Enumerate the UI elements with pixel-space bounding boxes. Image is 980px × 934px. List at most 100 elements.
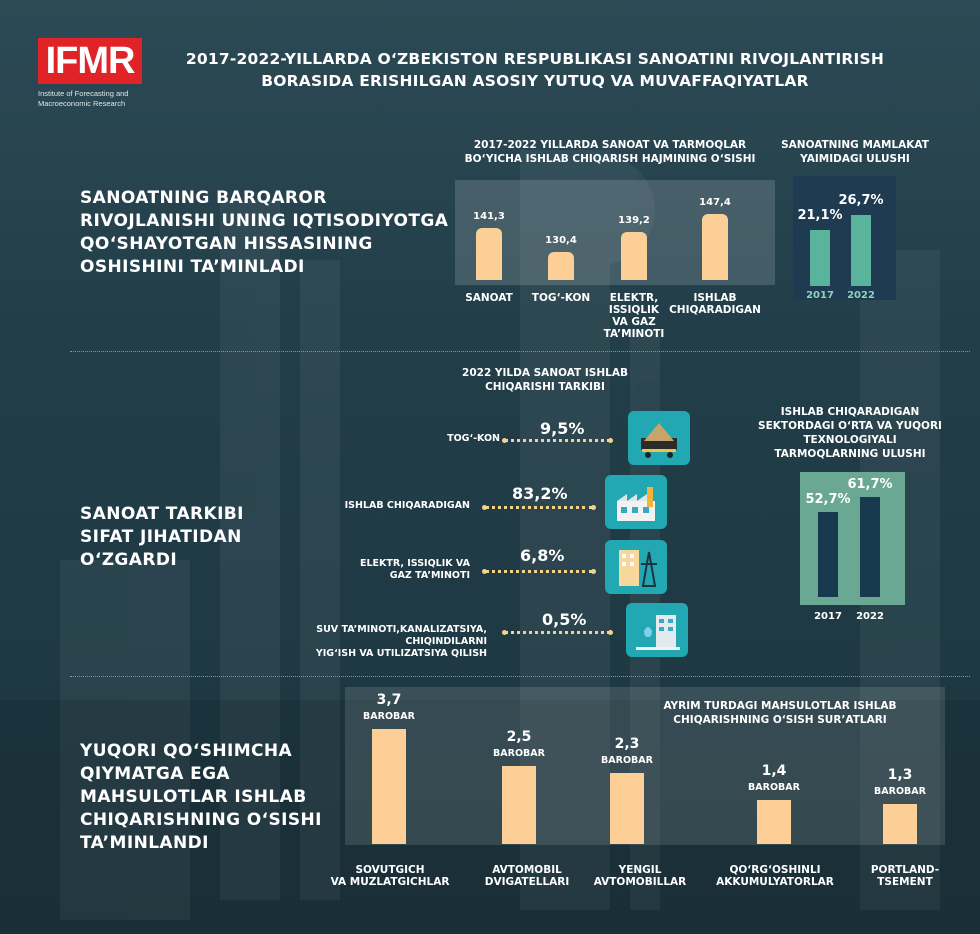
bar [502,766,536,844]
data-label: 130,4 [545,235,577,246]
leader-dot [482,505,487,510]
category-label-line: VA GAZ [612,316,656,328]
page-title-line: BORASIDA ERISHILGAN ASOSIY YUTUQ VA MUVA… [261,72,809,90]
data-label: 141,3 [473,211,505,222]
dotted-leader [485,506,593,509]
bar [757,800,791,844]
leader-dot [608,438,613,443]
row-label-line: ISHLAB CHIQARADIGAN [344,500,470,511]
row-value: 83,2% [512,484,568,503]
data-label: 21,1% [797,208,843,223]
bar [702,214,728,280]
section-3-title: YUQORI QO‘SHIMCHA QIYMATGA EGA MAHSULOTL… [80,740,322,855]
page-title-line: 2017-2022-YILLARDA O‘ZBEKISTON RESPUBLIK… [185,50,885,68]
leader-dot [591,569,596,574]
chart-title-line: TEXNOLOGIYALI [803,434,897,446]
category-label-line: SOVUTGICH [355,864,425,876]
bar [810,230,830,286]
chart-title-line: SEKTORDAGI O‘RTA VA YUQORI [758,420,942,432]
unit-label: BAROBAR [601,755,653,766]
section-title-line: YUQORI QO‘SHIMCHA [80,741,293,761]
unit-label: BAROBAR [493,748,545,759]
category-label-line: ELEKTR, [609,292,659,304]
chart-title-line: ISHLAB CHIQARADIGAN [780,406,920,418]
chart3-title: 2022 YILDA SANOAT ISHLAB CHIQARISHI TARK… [430,366,660,394]
chart-title-line: AYRIM TURDAGI MAHSULOTLAR ISHLAB [663,700,897,712]
data-label: 52,7% [805,492,851,507]
row-label-line: TOG‘-KON [447,433,500,444]
category-label-line: CHIQARADIGAN [669,304,761,316]
mine-cart-icon-glyph [641,423,677,458]
chart4-title: ISHLAB CHIQARADIGAN SEKTORDAGI O‘RTA VA … [745,405,955,461]
chart2-title: SANOATNING MAMLAKAT YAIMIDAGI ULUSHI [760,138,950,166]
production-growth-chart: 141,3 130,4 139,2 147,4 [455,180,775,285]
data-label: 147,4 [699,197,731,208]
data-label: 1,3 [887,767,913,783]
growth-rate-chart: 3,7 BAROBAR 2,5 BAROBAR 2,3 BAROBAR 1,4 BAROBAR… [345,687,945,845]
section-title-line: SANOAT TARKIBI [80,504,244,524]
data-label: 26,7% [838,193,884,208]
row-label: TOG‘-KON [280,433,500,445]
section-title-line: QIYMATGA EGA [80,764,230,784]
chart-title-line: 2017-2022 YILLARDA SANOAT VA TARMOQLAR [473,139,747,151]
chart-title-line: TARMOQLARNING ULUSHI [774,448,926,460]
data-label: 2,3 [614,736,640,752]
section-title-line: MAHSULOTLAR ISHLAB [80,787,307,807]
bar [476,228,502,280]
bar [372,729,406,844]
chart-title-line: YAIMIDAGI ULUSHI [800,153,910,165]
leader-dot [482,569,487,574]
section-title-line: O‘ZGARDI [80,550,178,570]
dotted-leader [505,631,610,634]
category-label: ISHLAB CHIQARADIGAN [660,292,770,316]
category-label: QO‘RG‘OSHINLI AKKUMULYATORLAR [700,864,850,888]
section-title-line: OSHISHINI TA’MINLADI [80,257,305,277]
row-value: 0,5% [542,610,587,629]
bar [818,512,838,597]
chart-title-line: CHIQARISHI TARKIBI [485,381,605,393]
dotted-leader [505,439,610,442]
category-label-line: DVIGATELLARI [484,876,570,888]
tick-label: 2017 [806,290,834,301]
category-label: SANOAT [434,292,544,304]
dotted-leader [485,570,593,573]
category-label-line: ISSIQLIK [608,304,660,316]
power-plant-icon [605,540,667,594]
data-label: 139,2 [618,215,650,226]
factory-icon-glyph [617,487,655,521]
category-label: AVTOMOBIL DVIGATELLARI [452,864,602,888]
category-label-line: YENGIL [618,864,662,876]
row-value: 9,5% [540,419,585,438]
row-label: ISHLAB CHIQARADIGAN [250,500,470,512]
water-tower-icon [626,603,688,657]
gdp-share-chart: 21,1% 2017 26,7% 2022 [793,176,896,301]
logo-subtitle: Institute of Forecasting and Macroeconom… [38,89,129,108]
category-label-line: AKKUMULYATORLAR [716,876,834,888]
category-label-line: TA’MINOTI [603,328,665,340]
row-label-line: GAZ TA’MINOTI [389,570,470,581]
category-label: TOG‘-KON [506,292,616,304]
chart5-title: AYRIM TURDAGI MAHSULOTLAR ISHLAB CHIQARI… [645,699,915,727]
bar [851,215,871,286]
category-label: PORTLAND- TSEMENT [830,864,980,888]
tick-label: 2017 [814,611,842,622]
leader-dot [502,630,507,635]
hightech-share-chart: 52,7% 61,7% [800,472,905,605]
data-label: 1,4 [761,763,787,779]
category-label-line: SANOAT [465,292,513,304]
page-title: 2017-2022-YILLARDA O‘ZBEKISTON RESPUBLIK… [150,48,920,92]
leader-dot [591,505,596,510]
section-title-line: QO‘SHAYOTGAN HISSASINING [80,234,373,254]
data-label: 61,7% [847,477,893,492]
leader-dot [608,630,613,635]
unit-label: BAROBAR [363,711,415,722]
row-label: SUV TA’MINOTI,KANALIZATSIYA, CHIQINDILARN… [267,624,487,660]
category-label-line: ISHLAB [693,292,737,304]
row-label-line: ELEKTR, ISSIQLIK VA [359,558,470,569]
category-label-line: QO‘RG‘OSHINLI [729,864,821,876]
bar [860,497,880,597]
section-title-line: CHIQARISHNING O‘SISHI [80,810,322,830]
section-title-line: SANOATNING BARQAROR [80,188,327,208]
bar [610,773,644,844]
category-label: ELEKTR, ISSIQLIK VA GAZ TA’MINOTI [579,292,689,340]
